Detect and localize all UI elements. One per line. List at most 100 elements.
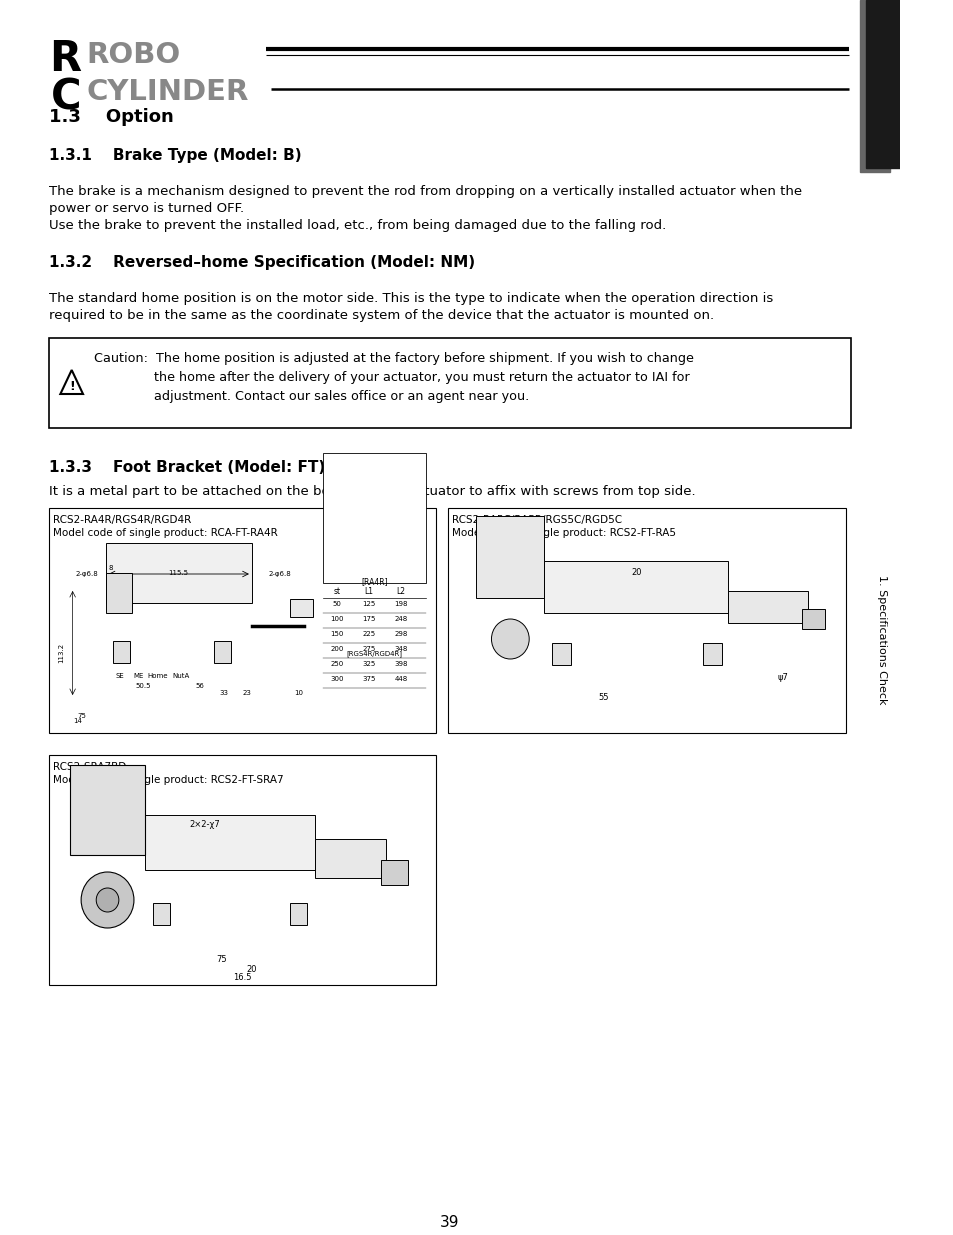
Text: RCS2-SRA7BD: RCS2-SRA7BD <box>52 762 126 772</box>
Circle shape <box>96 888 119 911</box>
Text: 225: 225 <box>362 631 375 637</box>
Text: Caution:  The home position is adjusted at the factory before shipment. If you w: Caution: The home position is adjusted a… <box>94 352 694 366</box>
Text: [RGS4R/RGD4R]: [RGS4R/RGD4R] <box>346 650 402 657</box>
Text: adjustment. Contact our sales office or an agent near you.: adjustment. Contact our sales office or … <box>94 390 529 403</box>
Text: 300: 300 <box>330 676 343 682</box>
Text: power or servo is turned OFF.: power or servo is turned OFF. <box>49 203 244 215</box>
Text: 23: 23 <box>242 690 252 697</box>
Text: 125: 125 <box>362 601 375 606</box>
Text: L1: L1 <box>364 587 373 597</box>
Text: 1.3    Option: 1.3 Option <box>49 107 173 126</box>
Text: 50: 50 <box>332 601 341 606</box>
Bar <box>801 609 824 629</box>
Bar <box>860 0 889 172</box>
Text: Home: Home <box>147 673 168 679</box>
Bar <box>290 903 306 925</box>
Bar <box>152 903 170 925</box>
Bar <box>49 508 436 734</box>
Text: 75: 75 <box>216 955 227 965</box>
Text: 298: 298 <box>394 631 407 637</box>
Bar <box>145 815 314 869</box>
Text: 113.2: 113.2 <box>58 643 64 663</box>
Text: 250: 250 <box>330 661 343 667</box>
Text: R: R <box>49 38 81 80</box>
Bar <box>49 338 850 429</box>
Text: RCS2-RA4R/RGS4R/RGD4R: RCS2-RA4R/RGS4R/RGD4R <box>52 515 191 525</box>
Circle shape <box>81 872 133 927</box>
Text: 275: 275 <box>362 646 375 652</box>
Text: 8: 8 <box>108 564 112 571</box>
Bar <box>727 592 807 622</box>
Polygon shape <box>60 370 83 394</box>
Bar <box>113 641 130 663</box>
Bar <box>476 516 544 598</box>
Text: 39: 39 <box>439 1215 459 1230</box>
Text: required to be in the same as the coordinate system of the device that the actua: required to be in the same as the coordi… <box>49 309 714 322</box>
Text: Model code of single product: RCS2-FT-RA5: Model code of single product: RCS2-FT-RA… <box>452 529 675 538</box>
Text: 14: 14 <box>72 718 82 724</box>
Text: 2-φ6.8: 2-φ6.8 <box>75 571 98 577</box>
Text: 175: 175 <box>362 616 375 622</box>
Text: The brake is a mechanism designed to prevent the rod from dropping on a vertical: The brake is a mechanism designed to pre… <box>49 185 801 198</box>
Text: 100: 100 <box>330 616 343 622</box>
Bar <box>106 573 132 613</box>
Bar <box>106 543 252 603</box>
Text: NutA: NutA <box>172 673 190 679</box>
Text: L2: L2 <box>396 587 405 597</box>
Text: 10: 10 <box>294 690 303 697</box>
Text: 33: 33 <box>219 690 228 697</box>
Text: 20: 20 <box>631 568 641 577</box>
Text: [RA4R]: [RA4R] <box>361 577 388 585</box>
Text: ROBO: ROBO <box>87 41 181 69</box>
Text: 1. Specifications Check: 1. Specifications Check <box>876 576 886 705</box>
Text: 1.3.2    Reversed–home Specification (Model: NM): 1.3.2 Reversed–home Specification (Model… <box>49 254 475 270</box>
Text: 325: 325 <box>362 661 375 667</box>
Text: 1.3.1    Brake Type (Model: B): 1.3.1 Brake Type (Model: B) <box>49 148 301 163</box>
Text: RCS2-RA5C/RA5R/RGS5C/RGD5C: RCS2-RA5C/RA5R/RGS5C/RGD5C <box>452 515 621 525</box>
Bar <box>290 599 313 618</box>
Text: SE: SE <box>115 673 124 679</box>
Bar <box>551 643 570 664</box>
Text: Use the brake to prevent the installed load, etc., from being damaged due to the: Use the brake to prevent the installed l… <box>49 219 665 232</box>
Text: Model code of single product: RCS2-FT-SRA7: Model code of single product: RCS2-FT-SR… <box>52 776 283 785</box>
Text: 75: 75 <box>77 713 87 719</box>
Text: The standard home position is on the motor side. This is the type to indicate wh: The standard home position is on the mot… <box>49 291 773 305</box>
Text: the home after the delivery of your actuator, you must return the actuator to IA: the home after the delivery of your actu… <box>94 370 689 384</box>
Bar <box>702 643 720 664</box>
Text: st: st <box>333 587 340 597</box>
Text: 248: 248 <box>394 616 407 622</box>
Text: 348: 348 <box>394 646 407 652</box>
Text: CYLINDER: CYLINDER <box>87 78 249 106</box>
Bar <box>49 755 436 986</box>
Bar <box>70 764 145 855</box>
Text: 448: 448 <box>394 676 407 682</box>
Bar <box>314 839 385 878</box>
Text: 20: 20 <box>247 965 257 974</box>
Text: !: ! <box>69 379 74 393</box>
Text: 198: 198 <box>394 601 407 606</box>
Bar <box>448 508 845 734</box>
Bar <box>865 0 899 168</box>
Bar <box>322 453 426 583</box>
Text: 2×2-χ7: 2×2-χ7 <box>189 820 220 829</box>
Text: 2-φ6.8: 2-φ6.8 <box>269 571 292 577</box>
Text: 1.3.3    Foot Bracket (Model: FT): 1.3.3 Foot Bracket (Model: FT) <box>49 459 325 475</box>
Text: Model code of single product: RCA-FT-RA4R: Model code of single product: RCA-FT-RA4… <box>52 529 277 538</box>
Text: ME: ME <box>133 673 144 679</box>
Text: 375: 375 <box>362 676 375 682</box>
Bar <box>544 561 727 613</box>
Text: 56: 56 <box>195 683 204 689</box>
Text: ψ7: ψ7 <box>777 673 787 682</box>
Text: 115.5: 115.5 <box>168 571 188 576</box>
Text: 398: 398 <box>394 661 407 667</box>
Text: 16.5: 16.5 <box>233 973 252 982</box>
Bar <box>213 641 231 663</box>
Text: 150: 150 <box>330 631 343 637</box>
Text: 200: 200 <box>330 646 343 652</box>
Text: It is a metal part to be attached on the bottom of the actuator to affix with sc: It is a metal part to be attached on the… <box>49 485 695 498</box>
Text: 50.5: 50.5 <box>135 683 151 689</box>
Text: C: C <box>51 77 81 119</box>
Circle shape <box>491 619 529 659</box>
Text: 55: 55 <box>598 693 608 701</box>
Bar <box>380 860 407 885</box>
